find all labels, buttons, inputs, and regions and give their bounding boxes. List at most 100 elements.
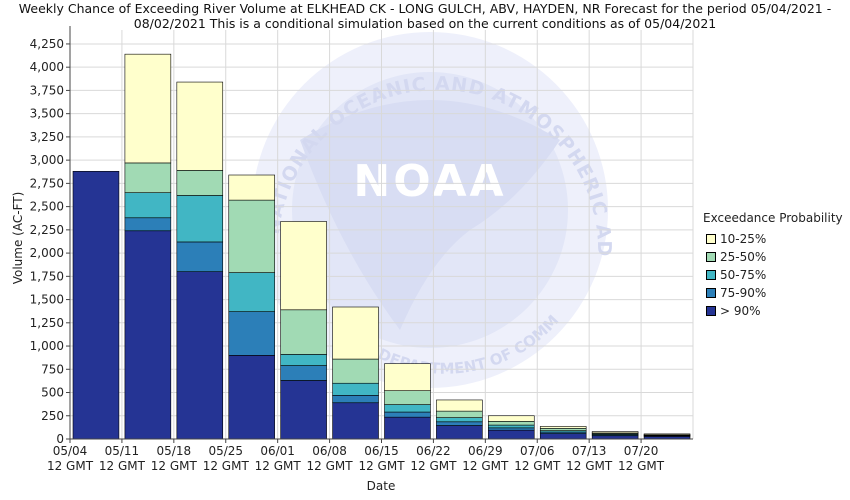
watermark-bird-shape: [300, 100, 560, 330]
bar-segment: [539, 426, 587, 429]
bar-segment: [228, 199, 275, 273]
legend-label: > 90%: [720, 304, 761, 318]
bar-segment: [384, 416, 431, 440]
bar-segment: [384, 390, 431, 405]
x-tick-label: 06/15: [364, 444, 399, 458]
legend-swatch: [706, 234, 716, 244]
bar-segment: [176, 271, 224, 440]
chart-title: Weekly Chance of Exceeding River Volume …: [0, 1, 850, 31]
y-tick-label: 2,500: [30, 200, 64, 214]
y-tick-label: 4,000: [30, 60, 64, 74]
bar-segment: [539, 428, 587, 431]
y-tick-label: 1,750: [30, 269, 64, 283]
gridlines: [70, 30, 694, 439]
y-tick-label: 1,500: [30, 293, 64, 307]
x-axis-label: Date: [367, 479, 396, 493]
bar-segment: [280, 380, 327, 440]
bar-segment: [332, 358, 379, 384]
bar-segment: [436, 410, 483, 418]
x-tick-time-label: 12 GMT: [99, 459, 146, 473]
x-tick-label: 05/18: [157, 444, 192, 458]
bar-segment: [436, 421, 483, 426]
bar-segment: [228, 311, 275, 356]
bar-segment: [176, 81, 224, 171]
legend-swatch: [706, 306, 716, 316]
legend-label: 50-75%: [720, 268, 767, 282]
bar-segment: [280, 365, 327, 381]
x-tick-label: 07/13: [572, 444, 607, 458]
y-axis-label: Volume (AC-FT): [11, 192, 25, 285]
bar-segment: [228, 272, 275, 312]
x-tick-time-label: 12 GMT: [462, 459, 509, 473]
legend-label: 10-25%: [720, 232, 767, 246]
bar-segment: [591, 431, 639, 434]
bar-segment: [280, 309, 327, 355]
y-tick-label: 3,750: [30, 83, 64, 97]
legend-item: 25-50%: [706, 248, 843, 266]
legend-item: 75-90%: [706, 284, 843, 302]
x-tick-label: 07/20: [624, 444, 659, 458]
x-tick-time-label: 12 GMT: [514, 459, 561, 473]
x-tick-time-label: 12 GMT: [307, 459, 354, 473]
legend-swatch: [706, 270, 716, 280]
y-tick-label: 2,250: [30, 223, 64, 237]
legend-item: > 90%: [706, 302, 843, 320]
x-tick-label: 05/04: [53, 444, 88, 458]
y-tick-label: 2,750: [30, 176, 64, 190]
bar-segment: [436, 417, 483, 423]
bar-segment: [436, 425, 483, 440]
bar-segment: [228, 355, 275, 440]
bar-segment: [176, 195, 224, 243]
legend-label: 75-90%: [720, 286, 767, 300]
bar-segment: [332, 382, 379, 396]
y-axis-ticks: 0 250 500 750 1,000 1,250 1,500 1,750 2,000 2,250…: [30, 37, 70, 446]
y-tick-label: 3,500: [30, 107, 64, 121]
y-tick-label: 3,000: [30, 153, 64, 167]
x-tick-label: 06/08: [312, 444, 347, 458]
legend-item: 10-25%: [706, 230, 843, 248]
bar-segment: [488, 415, 535, 422]
legend: Exceedance Probability 10-25% 25-50% 50-75…: [703, 211, 843, 320]
bar-segment: [280, 221, 327, 311]
bar-segment: [228, 174, 275, 201]
legend-label: 25-50%: [720, 250, 767, 264]
x-tick-label: 05/25: [208, 444, 243, 458]
x-tick-time-label: 12 GMT: [358, 459, 405, 473]
bar-segment: [332, 402, 379, 440]
y-tick-label: 1,000: [30, 339, 64, 353]
x-tick-time-label: 12 GMT: [47, 459, 94, 473]
chart-title-line-1: Weekly Chance of Exceeding River Volume …: [18, 1, 832, 16]
x-tick-time-label: 12 GMT: [618, 459, 665, 473]
bar-segment: [539, 433, 587, 440]
bar-segment: [176, 170, 224, 196]
chart-title-line-2: 08/02/2021 This is a conditional simulat…: [133, 16, 717, 31]
bar-segment: [488, 429, 535, 440]
y-tick-label: 4,250: [30, 37, 64, 51]
bar-segment: [124, 162, 172, 193]
y-tick-label: 0: [56, 432, 64, 446]
bar-segment: [176, 241, 224, 272]
y-tick-label: 250: [41, 409, 64, 423]
bar-segment: [280, 354, 327, 366]
bar-segment: [124, 217, 172, 232]
y-tick-label: 750: [41, 362, 64, 376]
bar-segment: [643, 433, 691, 436]
x-tick-time-label: 12 GMT: [566, 459, 613, 473]
bar-segment: [332, 395, 379, 404]
x-tick-label: 06/22: [416, 444, 451, 458]
x-tick-time-label: 12 GMT: [203, 459, 250, 473]
x-tick-label: 07/06: [520, 444, 555, 458]
bar-segment: [384, 404, 431, 413]
bar-segment: [488, 424, 535, 429]
x-tick-label: 05/11: [105, 444, 140, 458]
x-tick-time-label: 12 GMT: [410, 459, 457, 473]
bar-series: [72, 53, 691, 440]
bar-segment: [488, 421, 535, 426]
legend-item: 50-75%: [706, 266, 843, 284]
legend-swatch: [706, 252, 716, 262]
x-tick-label: 06/01: [260, 444, 295, 458]
bar-segment: [124, 230, 172, 440]
x-tick-time-label: 12 GMT: [151, 459, 198, 473]
